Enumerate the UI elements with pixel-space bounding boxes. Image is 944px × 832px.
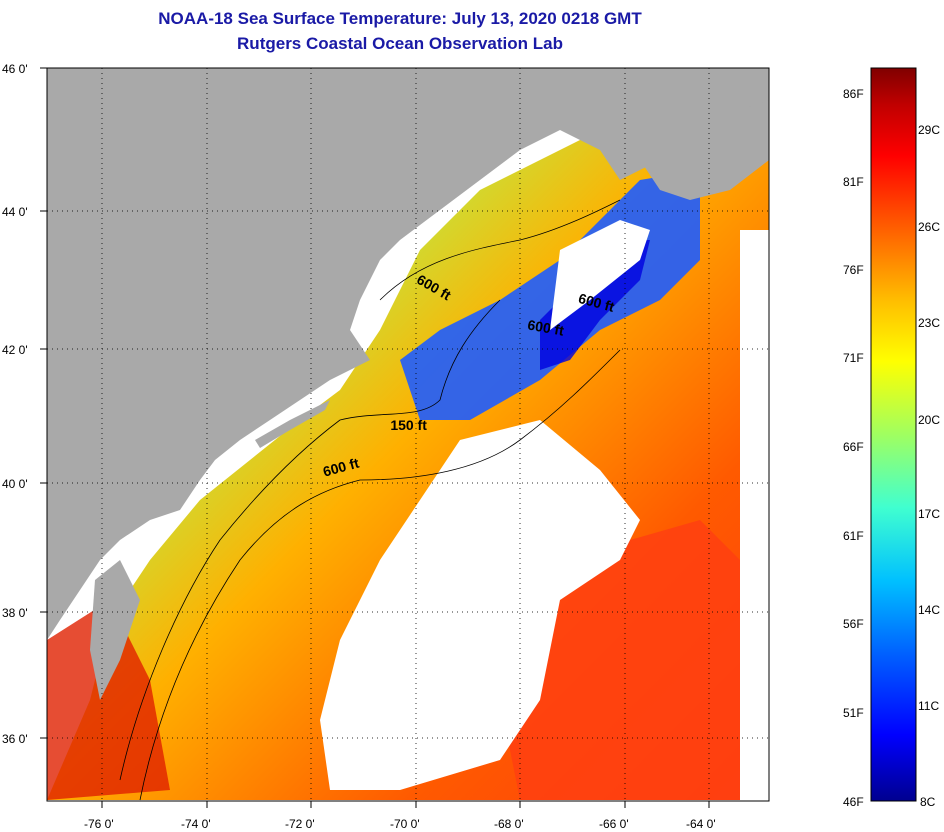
lat-tick-label: 40 0': [2, 477, 28, 491]
colorbar: [870, 67, 917, 802]
colorbar-c-label: 17C: [918, 507, 941, 521]
lat-tick-label: 38 0': [2, 606, 28, 620]
lon-tick-label: -70 0': [390, 817, 420, 831]
lon-tick-label: -76 0': [84, 817, 114, 831]
lon-axis: [101, 801, 710, 808]
colorbar-f-label: 86F: [843, 87, 864, 101]
lat-axis: [40, 67, 47, 739]
lat-tick-label: 44 0': [2, 205, 28, 219]
map-frame: [46, 67, 770, 802]
colorbar-f-label: 76F: [843, 263, 864, 277]
colorbar-c-label: 11C: [918, 699, 940, 713]
cloud-region: [320, 420, 640, 790]
colorbar-c-label: 14C: [918, 603, 941, 617]
lon-tick-label: -64 0': [686, 817, 716, 831]
graticule: [47, 68, 769, 801]
map-subtitle: Rutgers Coastal Ocean Observation Lab: [237, 34, 563, 53]
contour-label: 600 ft: [526, 316, 565, 338]
bathymetry-contour-600ft: [139, 349, 621, 801]
long-island: [255, 400, 330, 448]
map-title: NOAA-18 Sea Surface Temperature: July 13…: [158, 9, 642, 28]
bathymetry-contour-gulf: [379, 199, 621, 301]
colorbar-f-label: 61F: [843, 529, 864, 543]
colorbar-f-label: 51F: [843, 706, 864, 720]
delmarva: [90, 560, 140, 700]
colorbar-f-label: 66F: [843, 440, 864, 454]
colorbar-c-label: 29C: [918, 123, 941, 137]
lon-tick-label: -66 0': [599, 817, 629, 831]
nova-scotia: [640, 100, 769, 200]
warm-nearshore: [47, 600, 170, 800]
lat-tick-label: 36 0': [2, 732, 28, 746]
lon-tick-label: -68 0': [494, 817, 524, 831]
colorbar-c-label: 8C: [920, 795, 936, 809]
colorbar-f-label: 46F: [843, 795, 864, 809]
lon-tick-label: -74 0': [181, 817, 211, 831]
colorbar-c-label: 26C: [918, 220, 941, 234]
colorbar-f-label: 81F: [843, 175, 864, 189]
cloud-region-east: [740, 230, 769, 800]
colorbar-f-label: 56F: [843, 617, 864, 631]
lon-tick-label: -72 0': [285, 817, 315, 831]
contour-label: 150 ft: [390, 417, 427, 433]
colorbar-c-label: 20C: [918, 413, 941, 427]
colorbar-f-label: 71F: [843, 351, 864, 365]
lat-tick-label: 42 0': [2, 343, 28, 357]
cloud-region-north: [550, 220, 650, 330]
colorbar-c-label: 23C: [918, 316, 941, 330]
bathymetry-contour-150ft: [119, 299, 501, 781]
lat-tick-label: 46 0': [2, 62, 28, 76]
